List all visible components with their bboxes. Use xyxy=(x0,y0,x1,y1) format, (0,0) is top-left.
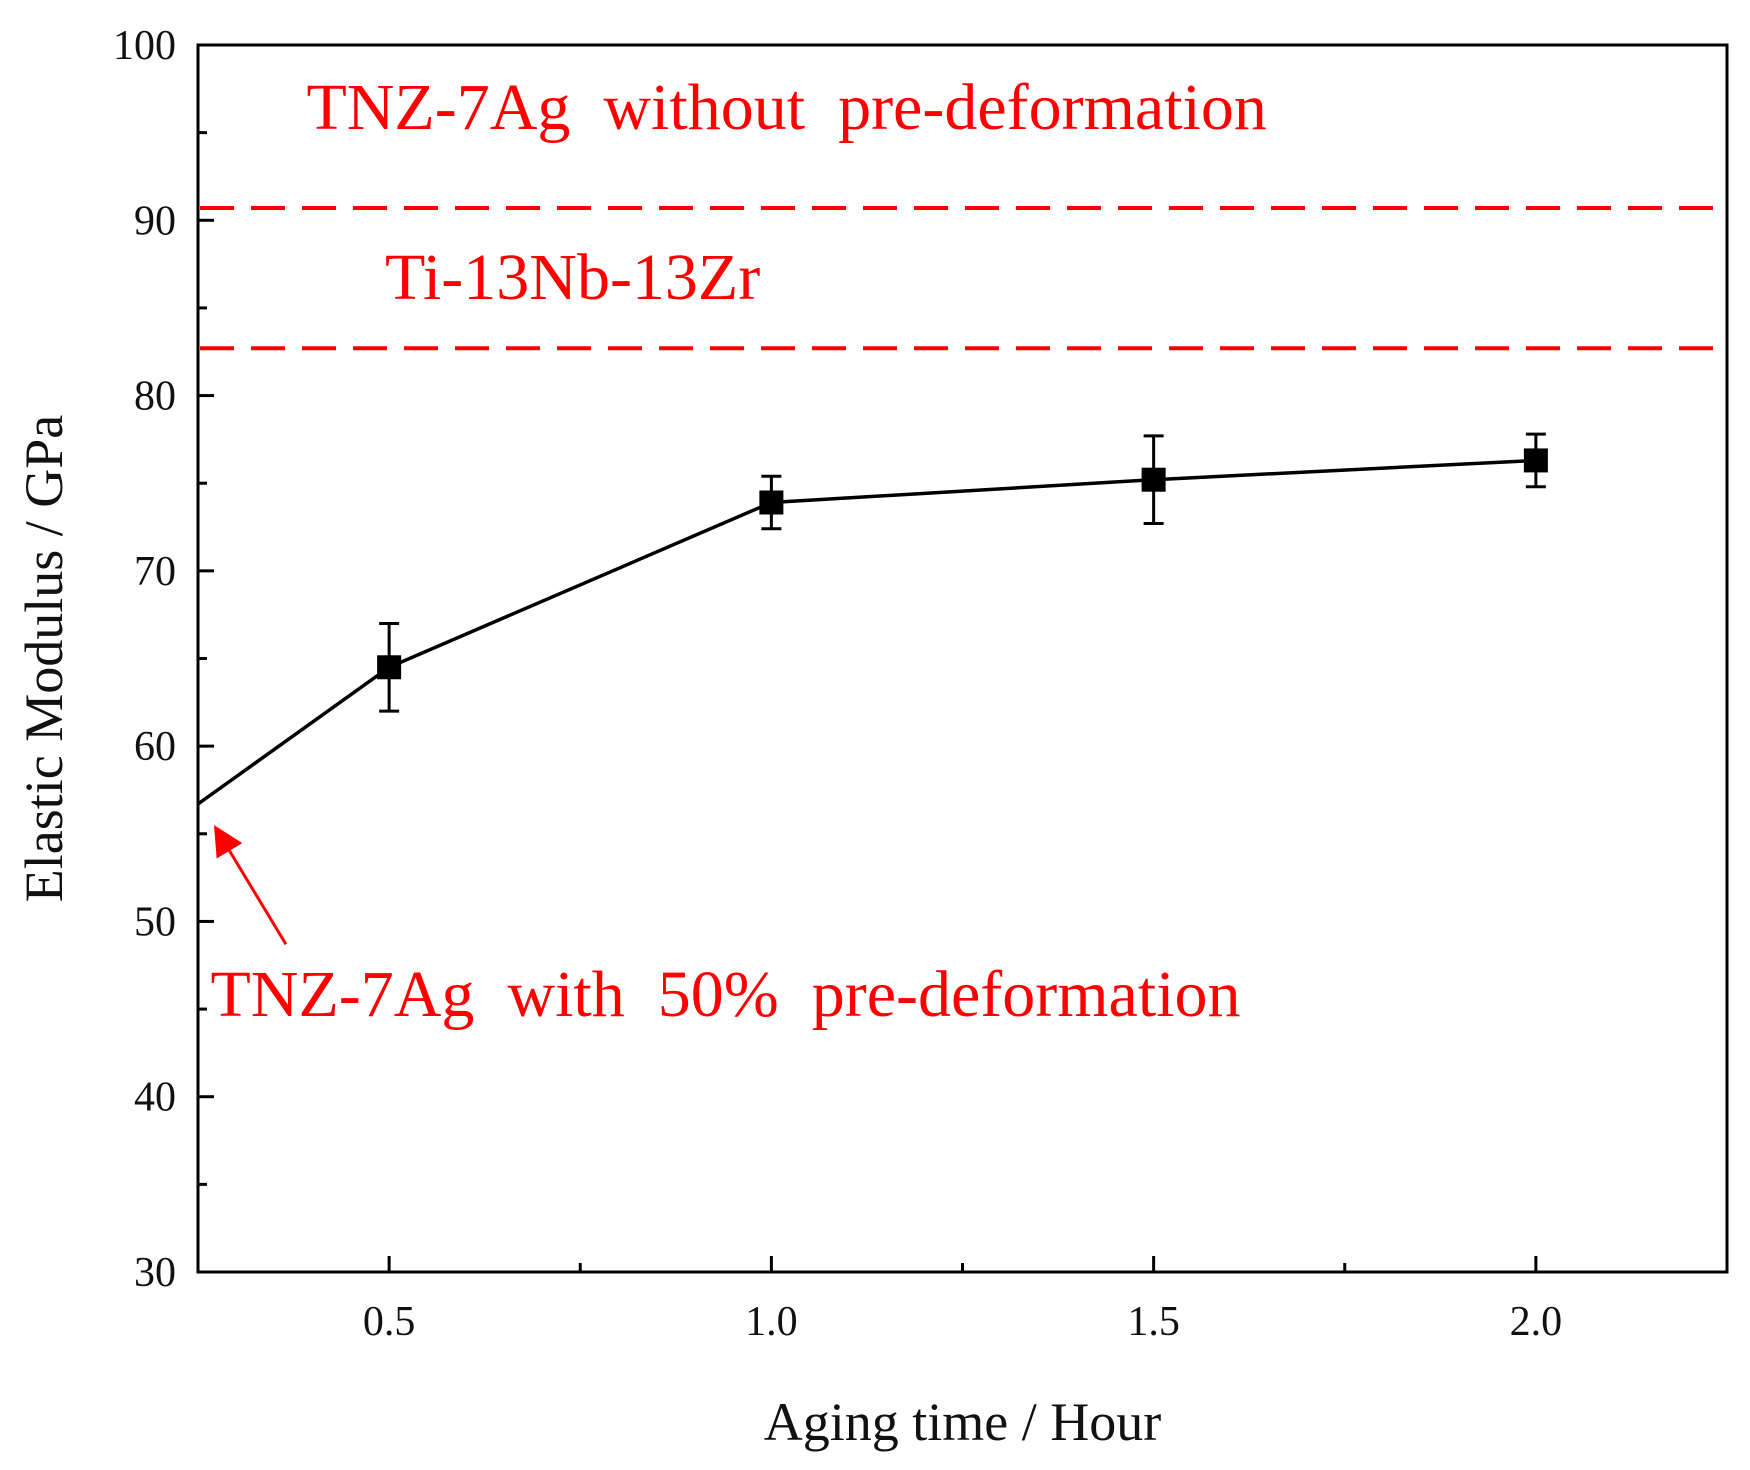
y-tick-label: 30 xyxy=(134,1250,176,1296)
data-series xyxy=(196,432,1548,806)
y-tick-label: 50 xyxy=(134,899,176,945)
data-point xyxy=(1141,467,1166,492)
annotation-label: TNZ-7Ag without pre-deformation xyxy=(306,71,1266,144)
annotations: TNZ-7Ag without pre-deformation Ti-13Nb-1… xyxy=(210,71,1266,1031)
x-tick-label: 1.0 xyxy=(745,1299,798,1345)
series-line xyxy=(196,458,1536,806)
data-point xyxy=(759,490,784,515)
data-point xyxy=(377,655,402,680)
y-tick-label: 40 xyxy=(134,1075,176,1121)
annotation-label: TNZ-7Ag with 50% pre-deformation xyxy=(210,958,1240,1031)
y-tick-label: 80 xyxy=(134,374,176,420)
x-tick-label: 0.5 xyxy=(363,1299,416,1345)
y-tick-label: 100 xyxy=(113,23,176,69)
y-tick-label: 70 xyxy=(134,549,176,595)
x-tick-label: 1.5 xyxy=(1127,1299,1180,1345)
x-tick-label: 2.0 xyxy=(1510,1299,1563,1345)
axes: 0.5 1.0 1.5 2.0 30 40 50 60 70 80 90 100 xyxy=(113,23,1729,1345)
annotation-label: Ti-13Nb-13Zr xyxy=(385,241,760,314)
data-point xyxy=(1523,448,1548,473)
y-tick-label: 90 xyxy=(134,198,176,244)
y-axis-title: Elastic Modulus / GPa xyxy=(14,415,74,903)
y-tick-label: 60 xyxy=(134,724,176,770)
x-axis-title: Aging time / Hour xyxy=(764,1392,1161,1452)
plot-frame xyxy=(196,43,1729,1274)
annotation-arrow xyxy=(214,825,288,945)
